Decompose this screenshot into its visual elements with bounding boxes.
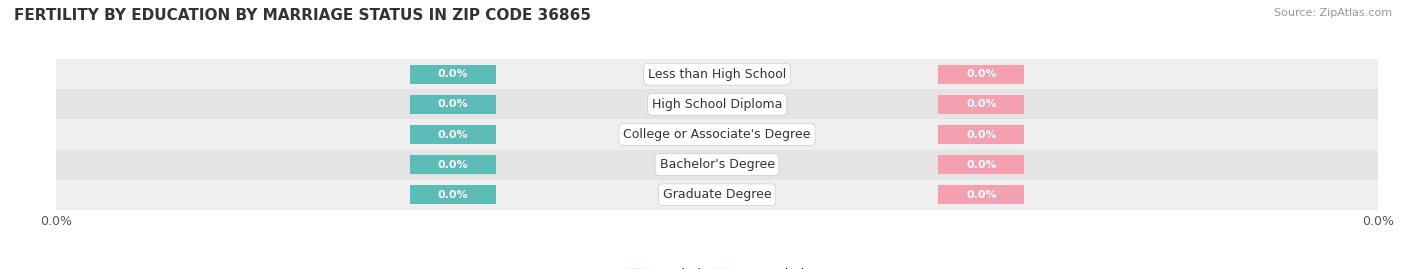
Text: 0.0%: 0.0% — [437, 190, 468, 200]
Text: 0.0%: 0.0% — [966, 160, 997, 170]
Text: High School Diploma: High School Diploma — [652, 98, 782, 111]
Bar — [938, 125, 1025, 144]
Text: Source: ZipAtlas.com: Source: ZipAtlas.com — [1274, 8, 1392, 18]
Bar — [56, 119, 1378, 150]
Text: Bachelor's Degree: Bachelor's Degree — [659, 158, 775, 171]
Bar — [409, 125, 496, 144]
Bar — [409, 95, 496, 114]
Text: 0.0%: 0.0% — [966, 99, 997, 109]
Text: 0.0%: 0.0% — [437, 69, 468, 79]
Bar — [938, 155, 1025, 174]
Text: 0.0%: 0.0% — [966, 69, 997, 79]
Bar — [409, 155, 496, 174]
Text: 0.0%: 0.0% — [437, 99, 468, 109]
Bar — [409, 185, 496, 204]
Bar — [56, 150, 1378, 180]
Legend: Married, Unmarried: Married, Unmarried — [624, 263, 810, 269]
Text: 0.0%: 0.0% — [966, 129, 997, 140]
Bar — [938, 185, 1025, 204]
Text: 0.0%: 0.0% — [437, 160, 468, 170]
Text: Less than High School: Less than High School — [648, 68, 786, 81]
Bar — [938, 65, 1025, 84]
Bar — [56, 89, 1378, 119]
Text: 0.0%: 0.0% — [437, 129, 468, 140]
Bar — [409, 65, 496, 84]
Bar — [56, 59, 1378, 89]
Text: Graduate Degree: Graduate Degree — [662, 188, 772, 201]
Bar — [56, 180, 1378, 210]
Bar — [938, 95, 1025, 114]
Text: College or Associate's Degree: College or Associate's Degree — [623, 128, 811, 141]
Text: 0.0%: 0.0% — [966, 190, 997, 200]
Text: FERTILITY BY EDUCATION BY MARRIAGE STATUS IN ZIP CODE 36865: FERTILITY BY EDUCATION BY MARRIAGE STATU… — [14, 8, 591, 23]
